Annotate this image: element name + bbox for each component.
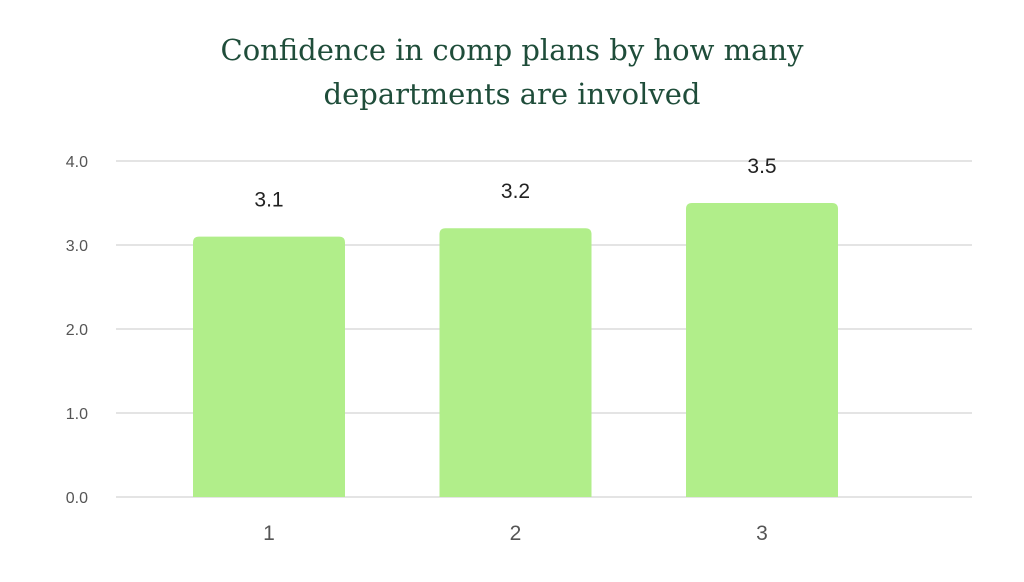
y-axis-ticks: 0.0 1.0 2.0 3.0 4.0 <box>66 154 88 507</box>
data-label: 3.5 <box>747 155 776 178</box>
bar-1 <box>193 236 345 497</box>
chart-title: Confidence in comp plans by how many dep… <box>0 28 1024 116</box>
x-tick-label: 3 <box>756 522 768 545</box>
bars <box>193 203 838 497</box>
chart-title-line-2: departments are involved <box>323 77 701 111</box>
y-tick-label: 0.0 <box>66 490 88 507</box>
bar-3 <box>686 203 838 497</box>
x-tick-label: 2 <box>510 522 522 545</box>
y-tick-label: 2.0 <box>66 322 88 339</box>
bar-2 <box>439 228 592 497</box>
x-axis-ticks: 1 2 3 <box>263 522 768 545</box>
data-label: 3.1 <box>254 189 283 212</box>
data-label: 3.2 <box>501 180 530 203</box>
chart-title-line-1: Confidence in comp plans by how many <box>220 33 804 67</box>
x-tick-label: 1 <box>263 522 275 545</box>
data-labels: 3.1 3.2 3.5 <box>254 155 776 212</box>
y-tick-label: 4.0 <box>66 154 88 171</box>
y-tick-label: 3.0 <box>66 238 88 255</box>
y-tick-label: 1.0 <box>66 406 88 423</box>
